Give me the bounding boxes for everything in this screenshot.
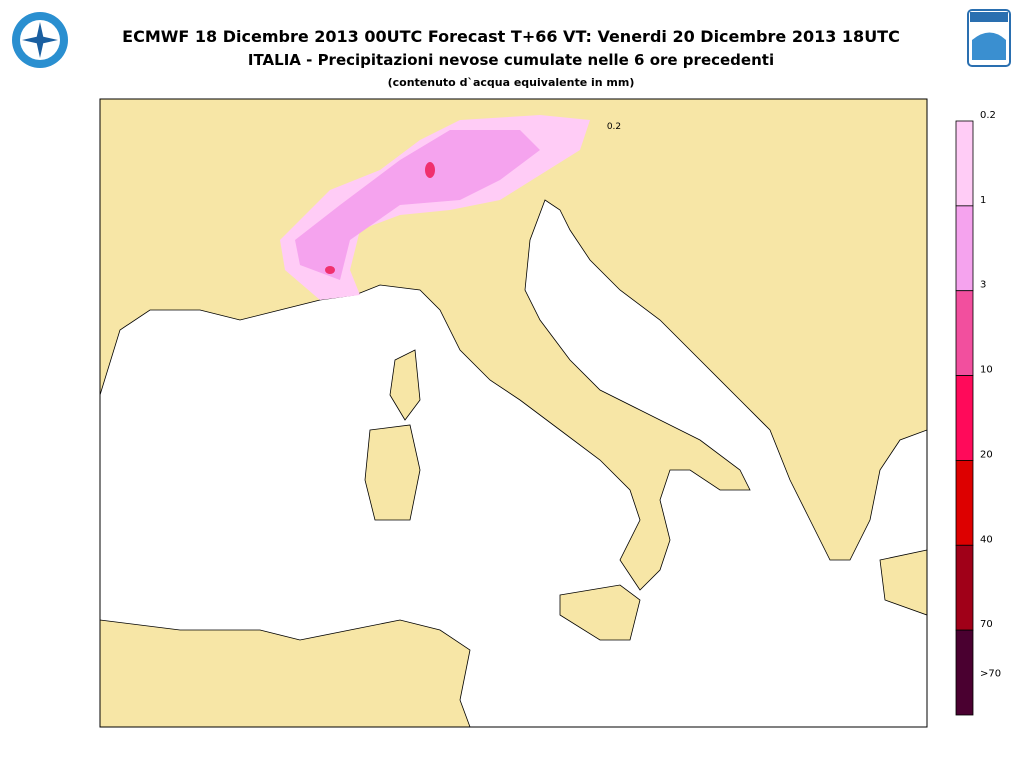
subtitle: ITALIA - Precipitazioni nevose cumulate … xyxy=(248,51,774,69)
legend-swatch xyxy=(955,375,974,461)
legend-label: 1 xyxy=(980,195,986,206)
snow-spot xyxy=(325,266,335,274)
legend-swatch xyxy=(955,290,974,376)
contour-label: 0.2 xyxy=(607,122,621,132)
legend-label: 3 xyxy=(980,280,986,291)
map: 0.2 xyxy=(99,98,928,728)
africa xyxy=(99,619,471,728)
legend-label: >70 xyxy=(980,669,1001,680)
logo-left xyxy=(12,12,68,68)
legend-label: 40 xyxy=(980,534,993,545)
legend: 0.2 1 3 10 20 40 70 >70 xyxy=(955,110,1001,716)
legend-swatch xyxy=(955,460,974,546)
corsica xyxy=(389,349,421,421)
title: ECMWF 18 Dicembre 2013 00UTC Forecast T+… xyxy=(122,27,900,46)
legend-label: 70 xyxy=(980,619,993,630)
note: (contenuto d`acqua equivalente in mm) xyxy=(388,76,635,89)
legend-label: 10 xyxy=(980,365,993,376)
legend-swatch xyxy=(955,205,974,292)
legend-swatch xyxy=(955,120,974,207)
legend-swatch xyxy=(955,544,974,631)
snow-spot xyxy=(425,162,435,178)
logo-right xyxy=(967,9,1011,67)
snow-medium xyxy=(295,130,540,280)
sardinia xyxy=(364,424,421,521)
legend-swatch xyxy=(955,629,974,716)
sicily xyxy=(559,584,641,641)
legend-label: 0.2 xyxy=(980,110,996,121)
legend-label: 20 xyxy=(980,449,993,460)
